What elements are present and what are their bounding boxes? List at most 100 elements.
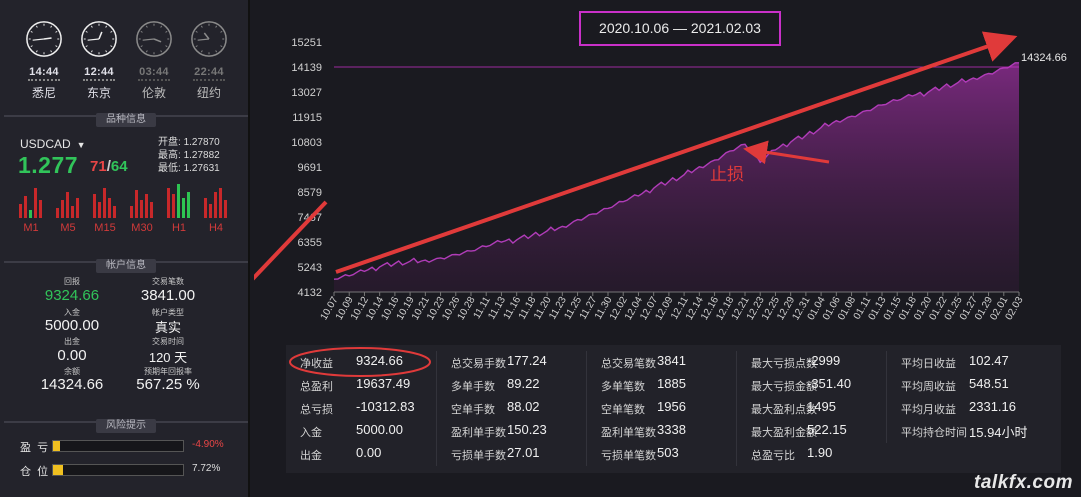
stat-label: 盈利单笔数 [601, 427, 656, 439]
timeframe-label-H4[interactable]: H4 [208, 222, 224, 234]
stats-row: 入金 5000.00 [286, 420, 436, 443]
symbol-selector[interactable]: USDCAD ▼ [20, 137, 86, 151]
timeframe-bars-M5 [55, 184, 81, 218]
low-label: 最低: [158, 163, 181, 174]
return-label: 回报 [64, 277, 80, 286]
clock-0: 14:44 悉尼 [22, 20, 66, 101]
return-value: 9324.66 [44, 287, 100, 304]
strength-bar [76, 198, 79, 218]
timeframe-label-M1[interactable]: M1 [23, 222, 39, 234]
risk-progress-bar [52, 440, 184, 452]
stat-label: 总盈利 [300, 381, 333, 393]
stat-value: 9324.66 [356, 353, 403, 368]
stats-row: 最大亏损点数 -2999 [737, 351, 886, 374]
stat-label: 盈利单手数 [451, 427, 506, 439]
y-tick-label: 9691 [298, 162, 322, 174]
stat-value: 1.90 [807, 445, 833, 460]
strength-bar [150, 202, 153, 218]
strength-bar [177, 184, 180, 218]
strength-bar [103, 188, 106, 218]
strength-bar [29, 210, 32, 218]
stat-label: 总亏损 [300, 404, 333, 416]
deposit-label: 入金 [64, 308, 80, 317]
stats-row: 空单笔数 1956 [587, 397, 736, 420]
strength-bar [172, 194, 175, 218]
risk-label: 仓 位 [20, 466, 49, 478]
stop-loss-label: 止损 [710, 165, 744, 185]
stat-value: -2999 [807, 353, 841, 368]
trades-value: 3841.00 [140, 287, 196, 304]
stats-column-1: 总交易手数 177.24 多单手数 89.22 空单手数 88.02 盈利单手数 150.23… [436, 351, 586, 466]
stat-value: 1885 [657, 376, 686, 391]
timeframe-bars-H4 [203, 184, 229, 218]
risk-percent: -4.90% [192, 439, 224, 450]
stat-label: 总交易笔数 [601, 358, 656, 370]
strength-bar [56, 208, 59, 218]
risk-progress-fill [53, 441, 60, 451]
clock-divider [138, 79, 170, 82]
annual-return-value: 567.25 % [136, 376, 200, 393]
stats-row: 盈利单手数 150.23 [437, 420, 586, 443]
strength-bar [39, 200, 42, 218]
stat-value: -10312.83 [356, 399, 415, 414]
strength-bar [61, 200, 64, 218]
clock-icon [136, 21, 172, 57]
stat-label: 平均持仓时间 [901, 427, 967, 439]
end-value-label: 14324.66 [1021, 52, 1067, 64]
stat-value: 3841 [657, 353, 686, 368]
highlight-ellipse [289, 347, 431, 377]
stat-label: 总盈亏比 [751, 450, 795, 462]
clock-time: 14:44 [29, 66, 59, 78]
stat-value: 19637.49 [356, 376, 411, 391]
open-row: 开盘: 1.27870 [158, 136, 220, 149]
stats-row: 最大盈利点数 1495 [737, 397, 886, 420]
stats-row: 空单手数 88.02 [437, 397, 586, 420]
timeframe-bars-M15 [92, 184, 118, 218]
stats-row: 总交易手数 177.24 [437, 351, 586, 374]
stats-row: 多单笔数 1885 [587, 374, 736, 397]
timeframe-label-M5[interactable]: M5 [60, 222, 76, 234]
timeframe-label-M15[interactable]: M15 [94, 222, 116, 234]
strength-bar [71, 206, 74, 218]
account-info: 回报 9324.66 交易笔数 3841.00 入金 5000.00 帐户类型 … [0, 272, 248, 400]
clock-divider [83, 79, 115, 82]
withdraw-label: 出金 [64, 337, 80, 346]
account-type-value: 真实 [154, 320, 181, 335]
strength-bar [130, 206, 133, 218]
equity-chart: 1525114139130271191510803969185797467635… [254, 31, 1067, 322]
clock-city: 悉尼 [31, 86, 56, 100]
left-panel: 14:44 悉尼 12:44 东京 03:44 伦敦 22:44 纽约 品种信息 USDCAD… [0, 0, 250, 497]
stat-label: 平均周收益 [901, 381, 956, 393]
stats-row: 平均持仓时间 15.94小时 [887, 420, 1036, 443]
risk-percent: 7.72% [192, 463, 221, 474]
y-tick-label: 6355 [298, 237, 322, 249]
clock-divider [28, 79, 60, 82]
stat-value: 548.51 [969, 376, 1009, 391]
stat-value: 177.24 [507, 353, 547, 368]
equity-panel: 1525114139130271191510803969185797467635… [254, 0, 1081, 497]
strength-bar [145, 194, 148, 218]
timeframe-label-M30[interactable]: M30 [131, 222, 153, 234]
annual-return-label: 预期年回报率 [144, 367, 192, 376]
symbol-section-header: 品种信息 [4, 109, 248, 127]
stats-row: 总盈利 19637.49 [286, 374, 436, 397]
clock-city: 纽约 [196, 86, 221, 100]
open-value: 1.27870 [183, 137, 220, 148]
timeframe-label-H1[interactable]: H1 [171, 222, 187, 234]
stats-row: 多单手数 89.22 [437, 374, 586, 397]
clock-icon [191, 21, 227, 57]
clock-icon [81, 21, 117, 57]
equity-area [334, 62, 1019, 292]
stat-label: 总交易手数 [451, 358, 506, 370]
date-range-box: 2020.10.06 — 2021.02.03 [579, 11, 781, 46]
stat-label: 最大盈利金额 [751, 427, 817, 439]
stat-label: 多单手数 [451, 381, 495, 393]
timeframe-bars-H1 [166, 184, 192, 218]
stat-label: 平均日收益 [901, 358, 956, 370]
trades-label: 交易笔数 [152, 277, 184, 286]
strength-bar [98, 202, 101, 218]
stop-loss-arrow [743, 140, 830, 165]
timeframe-strength-bars: M1 M5 M15 M30 H1 H4 [18, 184, 232, 234]
strength-bar [219, 188, 222, 218]
risk-section-title: 风险提示 [96, 419, 156, 433]
